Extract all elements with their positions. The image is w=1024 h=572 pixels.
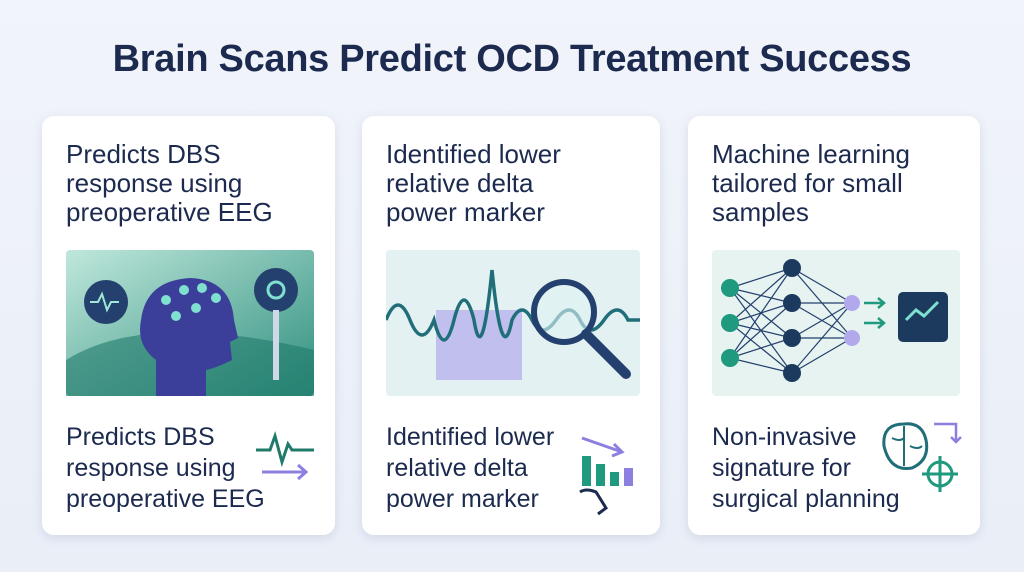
text-line: relative delta	[386, 454, 528, 482]
text-line: Predicts DBS	[66, 139, 221, 169]
text-line: power marker	[386, 197, 545, 227]
delta-wave-illustration	[386, 250, 640, 396]
text-line: Identified lower	[386, 423, 555, 451]
card: Machine learning tailored for small samp…	[688, 116, 980, 535]
text-line: response using	[66, 168, 243, 198]
network-illustration	[712, 250, 960, 396]
card-heading: Identified lower relative delta power ma…	[386, 140, 561, 227]
text-line: tailored for small	[712, 168, 903, 198]
card-footer: Identified lower relative delta power ma…	[386, 422, 554, 515]
text-line: samples	[712, 197, 809, 227]
text-line: preoperative EEG	[66, 197, 273, 227]
card: Predicts DBS response using preoperative…	[42, 116, 335, 535]
card-heading: Machine learning tailored for small samp…	[712, 140, 910, 227]
card-footer: Predicts DBS response using preoperative…	[66, 422, 265, 515]
card-heading: Predicts DBS response using preoperative…	[66, 140, 273, 227]
text-line: surgical planning	[712, 485, 900, 513]
wave-icon	[256, 430, 314, 481]
brain-target-icon	[882, 422, 962, 492]
text-line: Machine learning	[712, 139, 911, 169]
text-line: power marker	[386, 485, 539, 513]
head-chart-icon	[579, 436, 633, 516]
text-line: Non-invasive	[712, 423, 857, 451]
text-line: response using	[66, 454, 236, 482]
card-footer: Non-invasive signature for surgical plan…	[712, 422, 900, 515]
card: Identified lower relative delta power ma…	[362, 116, 660, 535]
text-line: preoperative EEG	[66, 485, 265, 513]
text-line: relative delta	[386, 168, 534, 198]
text-line: Identified lower	[386, 139, 561, 169]
eeg-illustration	[66, 250, 314, 396]
text-line: signature for	[712, 454, 851, 482]
text-line: Predicts DBS	[66, 423, 215, 451]
page-title: Brain Scans Predict OCD Treatment Succes…	[112, 38, 912, 80]
